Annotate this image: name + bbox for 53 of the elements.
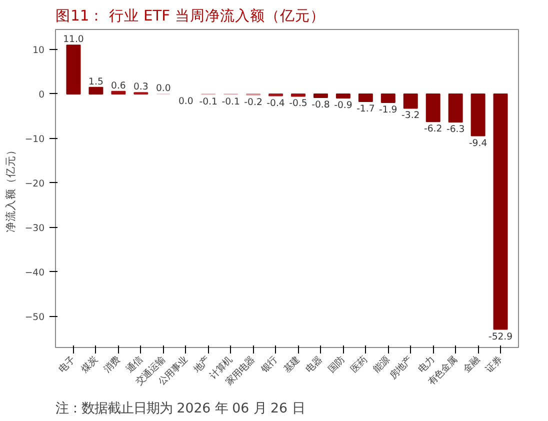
data-label: -0.9 [334, 100, 352, 111]
data-label: 11.0 [63, 34, 84, 46]
y-tick-label: 0 [38, 89, 45, 100]
data-label: -9.4 [468, 138, 488, 149]
chart-title: 图11： 行业 ETF 当周净流入额（亿元） [56, 8, 325, 24]
data-label: -3.2 [402, 110, 420, 122]
x-tick-label: 消费 [102, 354, 122, 376]
data-label: -0.5 [289, 98, 308, 110]
data-label: -0.8 [312, 100, 330, 111]
data-label: -52.9 [488, 331, 513, 342]
x-tick-label: 基建 [282, 354, 302, 376]
bar [290, 93, 306, 97]
bar [448, 93, 463, 123]
x-tick-label: 医药 [349, 354, 370, 376]
data-label: 0.0 [178, 96, 194, 107]
data-label: 0.0 [156, 82, 171, 94]
data-label: -0.1 [199, 96, 218, 108]
bar [88, 86, 104, 94]
bar [358, 93, 373, 102]
data-label: 0.3 [133, 82, 148, 93]
data-label: -0.1 [222, 96, 240, 108]
y-tick-label: −20 [24, 178, 45, 190]
y-tick-label: −10 [24, 134, 45, 145]
data-label: -6.3 [446, 124, 465, 136]
data-label: 1.5 [88, 76, 104, 88]
bar [313, 93, 328, 98]
x-tick-label: 金融 [461, 354, 482, 376]
bar [470, 93, 486, 136]
x-tick-label: 国防 [326, 354, 348, 376]
data-label: 0.6 [111, 80, 126, 92]
x-tick-label: 电子 [56, 354, 78, 376]
data-label: -0.2 [244, 96, 262, 108]
data-label: -6.2 [424, 124, 442, 135]
bar [111, 90, 126, 94]
text: 注：数据截止日期为 2026 年 06 月 26 日 [56, 402, 305, 416]
bar [493, 93, 508, 330]
y-tick-label: −40 [24, 267, 45, 278]
bar [336, 93, 350, 98]
x-tick-label: 银行 [258, 354, 280, 376]
data-label: -1.9 [379, 104, 398, 116]
bar [380, 93, 396, 103]
data-label: -1.7 [356, 104, 375, 115]
y-tick-label: −50 [24, 312, 45, 323]
x-tick-label: 煤炭 [79, 354, 100, 376]
bar [66, 44, 81, 94]
bar [426, 93, 440, 122]
y-tick-label: 10 [32, 45, 45, 56]
bar [403, 93, 418, 109]
y-axis-title: 净流入额（亿元） [4, 144, 17, 232]
y-tick-label: −30 [24, 222, 45, 234]
x-tick-label: 电器 [304, 354, 325, 376]
x-tick-label: 证券 [484, 354, 504, 376]
data-label: -0.4 [266, 98, 285, 109]
